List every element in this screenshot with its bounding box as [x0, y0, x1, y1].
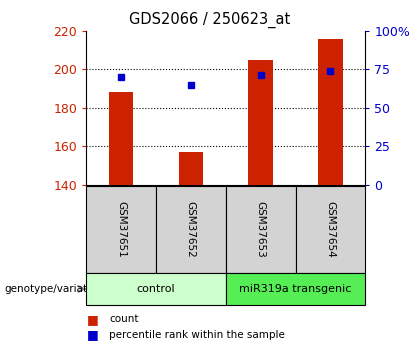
Text: GDS2066 / 250623_at: GDS2066 / 250623_at [129, 12, 291, 28]
Text: GSM37652: GSM37652 [186, 201, 196, 258]
Text: GSM37654: GSM37654 [326, 201, 336, 258]
Text: control: control [136, 284, 175, 294]
Text: GSM37651: GSM37651 [116, 201, 126, 258]
Text: GSM37653: GSM37653 [256, 201, 266, 258]
Text: count: count [109, 314, 139, 324]
Text: genotype/variation: genotype/variation [4, 284, 103, 294]
Bar [318, 39, 343, 185]
Text: miR319a transgenic: miR319a transgenic [239, 284, 352, 294]
Text: ■: ■ [87, 313, 98, 326]
Bar [109, 92, 133, 185]
Bar [178, 152, 203, 185]
Text: percentile rank within the sample: percentile rank within the sample [109, 330, 285, 339]
Bar [249, 60, 273, 185]
Text: ■: ■ [87, 328, 98, 341]
